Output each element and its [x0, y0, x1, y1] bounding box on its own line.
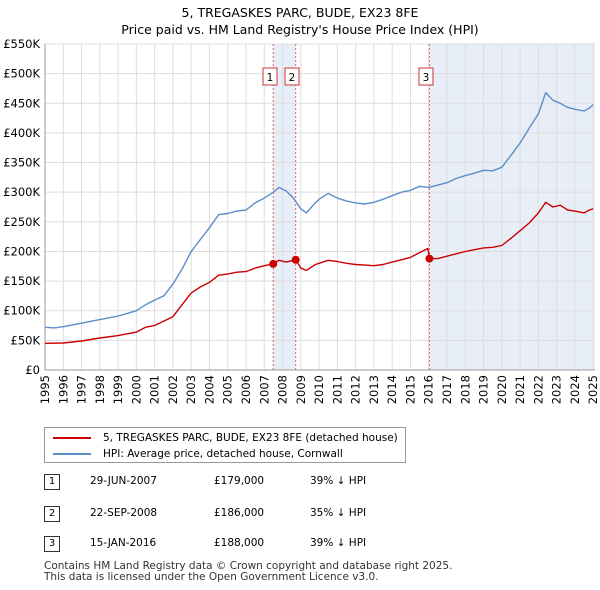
- x-tick-label: 2007: [257, 375, 271, 404]
- y-tick-label: £450K: [3, 96, 40, 110]
- price-chart: £0 £50K £100K £150K £200K £250K £300K £350K £400…: [3, 37, 600, 404]
- x-tick-label: 1998: [93, 375, 107, 404]
- x-tick-label: 2014: [385, 375, 399, 404]
- transaction-point: [291, 255, 300, 264]
- x-tick-label: 1995: [38, 375, 52, 404]
- transaction-number: 1: [44, 474, 60, 490]
- legend-hpi-swatch: [53, 452, 91, 455]
- footer-licence: This data is licensed under the Open Gov…: [44, 571, 379, 583]
- shaded-period: [429, 44, 595, 370]
- x-tick-label: 2015: [403, 375, 417, 404]
- x-tick-label: 2025: [586, 375, 600, 404]
- x-tick-label: 1996: [56, 375, 70, 404]
- x-tick-label: 2023: [550, 375, 564, 404]
- x-tick-label: 2013: [367, 375, 381, 404]
- x-tick-label: 2002: [166, 375, 180, 404]
- x-tick-label: 2011: [330, 375, 344, 404]
- transaction-label: 1: [267, 72, 274, 84]
- x-tick-label: 2001: [148, 375, 162, 404]
- transaction-price: £179,000: [214, 475, 265, 487]
- legend-item-price: 5, TREGASKES PARC, BUDE, EX23 8FE (detac…: [53, 430, 398, 445]
- table-row: 1 29-JUN-2007 £179,000 39% ↓ HPI: [44, 474, 404, 490]
- transaction-label-box: [418, 67, 434, 86]
- transaction-date: 15-JAN-2016: [90, 537, 157, 549]
- x-tick-label: 2017: [440, 375, 454, 404]
- x-tick-label: 2010: [312, 375, 326, 404]
- x-tick-label: 2000: [129, 375, 143, 404]
- y-tick-label: £300K: [3, 185, 40, 199]
- transaction-label-box: [284, 67, 300, 86]
- transaction-number: 3: [44, 536, 60, 552]
- x-tick-label: 2018: [458, 375, 472, 404]
- x-tick-label: 2003: [184, 375, 198, 404]
- x-tick-label: 2009: [294, 375, 308, 404]
- x-tick-label: 2006: [239, 375, 253, 404]
- transaction-date: 22-SEP-2008: [90, 507, 158, 519]
- x-tick-label: 2024: [568, 375, 582, 404]
- y-tick-label: £550K: [3, 37, 40, 51]
- y-tick-label: £350K: [3, 156, 40, 170]
- table-row: 2 22-SEP-2008 £186,000 35% ↓ HPI: [44, 506, 404, 522]
- transaction-point: [269, 259, 278, 268]
- transaction-point: [425, 254, 434, 263]
- y-tick-label: £50K: [11, 333, 41, 347]
- transaction-number: 2: [44, 506, 60, 522]
- table-row: 3 15-JAN-2016 £188,000 39% ↓ HPI: [44, 536, 404, 552]
- transaction-label-box: [262, 67, 278, 86]
- transaction-date: 29-JUN-2007: [90, 475, 157, 487]
- y-tick-label: £200K: [3, 244, 40, 258]
- hpi-line: [44, 91, 594, 329]
- chart-title: 5, TREGASKES PARC, BUDE, EX23 8FE Price …: [0, 4, 600, 38]
- x-tick-label: 2019: [477, 375, 491, 404]
- footer-copyright: Contains HM Land Registry data © Crown c…: [44, 560, 453, 572]
- legend-price-label: 5, TREGASKES PARC, BUDE, EX23 8FE (detac…: [103, 431, 398, 444]
- x-tick-label: 2004: [202, 375, 216, 404]
- x-tick-label: 2020: [495, 375, 509, 404]
- y-tick-label: £250K: [3, 215, 40, 229]
- y-tick-label: £400K: [3, 126, 40, 140]
- title-line1: 5, TREGASKES PARC, BUDE, EX23 8FE: [181, 5, 419, 20]
- chart-legend: 5, TREGASKES PARC, BUDE, EX23 8FE (detac…: [44, 427, 406, 463]
- transaction-label: 3: [423, 72, 430, 84]
- legend-item-hpi: HPI: Average price, detached house, Corn…: [53, 446, 343, 461]
- x-tick-label: 1997: [75, 375, 89, 404]
- transaction-hpi-diff: 39% ↓ HPI: [310, 475, 367, 487]
- x-tick-label: 2012: [349, 375, 363, 404]
- x-tick-label: 2021: [513, 375, 527, 404]
- footer: Contains HM Land Registry data © Crown c…: [44, 561, 452, 583]
- transaction-price: £186,000: [214, 507, 265, 519]
- x-tick-label: 1999: [111, 375, 125, 404]
- x-tick-label: 2022: [531, 375, 545, 404]
- x-tick-label: 2005: [221, 375, 235, 404]
- transaction-label: 2: [289, 72, 296, 84]
- transaction-hpi-diff: 39% ↓ HPI: [310, 537, 367, 549]
- title-line2: Price paid vs. HM Land Registry's House …: [121, 22, 479, 37]
- transaction-price: £188,000: [214, 537, 265, 549]
- y-tick-label: £0: [25, 363, 40, 377]
- x-tick-label: 2016: [422, 375, 436, 404]
- y-tick-label: £100K: [3, 304, 40, 318]
- legend-hpi-label: HPI: Average price, detached house, Corn…: [103, 447, 343, 460]
- y-tick-label: £150K: [3, 274, 40, 288]
- price-paid-line: [44, 201, 594, 344]
- transaction-hpi-diff: 35% ↓ HPI: [310, 507, 367, 519]
- legend-price-swatch: [53, 436, 91, 439]
- shaded-period: [273, 44, 296, 370]
- x-tick-label: 2008: [276, 375, 290, 404]
- y-tick-label: £500K: [3, 67, 40, 81]
